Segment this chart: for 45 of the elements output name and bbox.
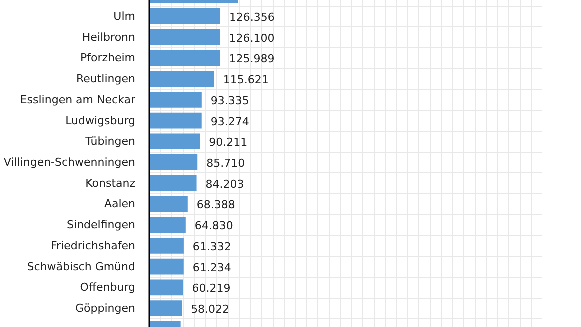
data-label: 93.274	[210, 115, 250, 128]
data-label: 93.335	[210, 94, 250, 108]
y-tick-label: Esslingen am Neckar	[20, 93, 136, 106]
bar	[150, 280, 184, 296]
y-tick-label: Ludwigsburg	[66, 114, 136, 128]
data-label: 58.022	[191, 303, 230, 316]
data-label: 64.830	[194, 220, 234, 233]
data-label: 126.100	[229, 32, 275, 45]
y-tick-label: Schwäbisch Gmünd	[27, 260, 136, 274]
bar	[150, 134, 200, 150]
bar	[150, 258, 184, 275]
y-tick-label: Friedrichshafen	[50, 239, 136, 252]
bar	[150, 175, 197, 192]
data-label: 90.211	[209, 136, 248, 150]
bar	[150, 196, 188, 212]
y-tick-label: Heilbronn	[82, 30, 136, 44]
y-tick-label: Göppingen	[76, 302, 136, 316]
y-tick-label: Pforzheim	[80, 52, 136, 65]
data-label: 125.989	[229, 52, 275, 66]
y-tick-label: Offenburg	[80, 281, 136, 294]
y-tick-label: Reutlingen	[76, 72, 136, 86]
bar	[150, 154, 198, 170]
y-tick-label: Ulm	[114, 10, 136, 23]
bar	[150, 92, 202, 108]
data-label: 68.388	[196, 198, 236, 212]
bar	[150, 29, 220, 46]
y-tick-label: Sindelfingen	[67, 218, 136, 232]
bar	[150, 50, 220, 66]
y-tick-label: Tübingen	[84, 135, 136, 148]
bar	[150, 112, 202, 129]
data-label: 85.710	[206, 156, 246, 170]
data-label: 84.203	[206, 178, 244, 191]
data-label: 60.219	[192, 282, 231, 296]
bar	[150, 71, 214, 87]
bar	[150, 217, 186, 233]
bar	[150, 8, 220, 24]
data-label: 115.621	[223, 74, 269, 87]
y-tick-label: Konstanz	[86, 176, 136, 190]
data-label: 61.234	[192, 261, 232, 274]
data-label: 61.332	[192, 240, 232, 254]
data-label: 126.356	[229, 10, 275, 24]
bar	[150, 300, 182, 316]
bar	[150, 238, 184, 254]
y-tick-label: Aalen	[104, 198, 136, 211]
y-tick-label: Villingen-Schwenningen	[4, 156, 136, 169]
